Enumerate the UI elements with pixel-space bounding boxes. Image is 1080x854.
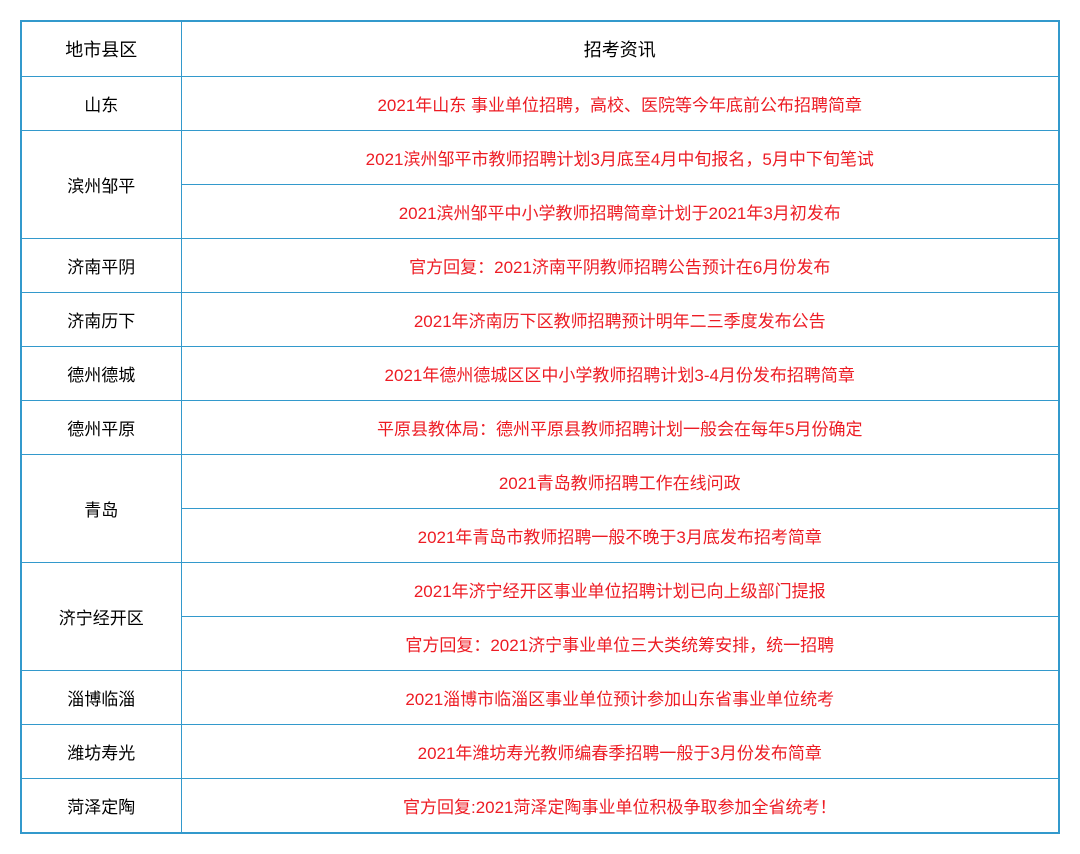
table-row: 潍坊寿光2021年潍坊寿光教师编春季招聘一般于3月份发布简章 [21,725,1059,779]
info-cell[interactable]: 2021年德州德城区区中小学教师招聘计划3-4月份发布招聘简章 [181,347,1059,401]
info-cell[interactable]: 2021年青岛市教师招聘一般不晚于3月底发布招考简章 [181,509,1059,563]
info-cell[interactable]: 平原县教体局：德州平原县教师招聘计划一般会在每年5月份确定 [181,401,1059,455]
recruitment-table: 地市县区 招考资讯 山东2021年山东 事业单位招聘，高校、医院等今年底前公布招… [20,20,1060,834]
region-cell: 滨州邹平 [21,131,181,239]
header-region: 地市县区 [21,21,181,77]
region-cell: 德州德城 [21,347,181,401]
table-row: 淄博临淄2021淄博市临淄区事业单位预计参加山东省事业单位统考 [21,671,1059,725]
info-cell[interactable]: 2021年济宁经开区事业单位招聘计划已向上级部门提报 [181,563,1059,617]
info-cell[interactable]: 官方回复：2021济南平阴教师招聘公告预计在6月份发布 [181,239,1059,293]
region-cell: 济南平阴 [21,239,181,293]
table-row: 滨州邹平2021滨州邹平市教师招聘计划3月底至4月中旬报名，5月中下旬笔试 [21,131,1059,185]
region-cell: 济南历下 [21,293,181,347]
header-info: 招考资讯 [181,21,1059,77]
table-row: 济南平阴官方回复：2021济南平阴教师招聘公告预计在6月份发布 [21,239,1059,293]
table-row: 德州平原平原县教体局：德州平原县教师招聘计划一般会在每年5月份确定 [21,401,1059,455]
info-cell[interactable]: 官方回复：2021济宁事业单位三大类统筹安排，统一招聘 [181,617,1059,671]
table-row: 山东2021年山东 事业单位招聘，高校、医院等今年底前公布招聘简章 [21,77,1059,131]
region-cell: 德州平原 [21,401,181,455]
table-row: 菏泽定陶官方回复:2021菏泽定陶事业单位积极争取参加全省统考！ [21,779,1059,834]
table-body: 山东2021年山东 事业单位招聘，高校、医院等今年底前公布招聘简章滨州邹平202… [21,77,1059,834]
recruitment-table-container: 地市县区 招考资讯 山东2021年山东 事业单位招聘，高校、医院等今年底前公布招… [20,20,1060,834]
table-row: 济南历下2021年济南历下区教师招聘预计明年二三季度发布公告 [21,293,1059,347]
table-row: 德州德城2021年德州德城区区中小学教师招聘计划3-4月份发布招聘简章 [21,347,1059,401]
region-cell: 淄博临淄 [21,671,181,725]
info-cell[interactable]: 2021年山东 事业单位招聘，高校、医院等今年底前公布招聘简章 [181,77,1059,131]
info-cell[interactable]: 2021年潍坊寿光教师编春季招聘一般于3月份发布简章 [181,725,1059,779]
info-cell[interactable]: 官方回复:2021菏泽定陶事业单位积极争取参加全省统考！ [181,779,1059,834]
info-cell[interactable]: 2021年济南历下区教师招聘预计明年二三季度发布公告 [181,293,1059,347]
info-cell[interactable]: 2021滨州邹平中小学教师招聘简章计划于2021年3月初发布 [181,185,1059,239]
info-cell[interactable]: 2021滨州邹平市教师招聘计划3月底至4月中旬报名，5月中下旬笔试 [181,131,1059,185]
info-cell[interactable]: 2021青岛教师招聘工作在线问政 [181,455,1059,509]
header-row: 地市县区 招考资讯 [21,21,1059,77]
region-cell: 山东 [21,77,181,131]
table-row: 济宁经开区2021年济宁经开区事业单位招聘计划已向上级部门提报 [21,563,1059,617]
info-cell[interactable]: 2021淄博市临淄区事业单位预计参加山东省事业单位统考 [181,671,1059,725]
region-cell: 青岛 [21,455,181,563]
region-cell: 菏泽定陶 [21,779,181,834]
region-cell: 潍坊寿光 [21,725,181,779]
table-header: 地市县区 招考资讯 [21,21,1059,77]
table-row: 青岛2021青岛教师招聘工作在线问政 [21,455,1059,509]
region-cell: 济宁经开区 [21,563,181,671]
